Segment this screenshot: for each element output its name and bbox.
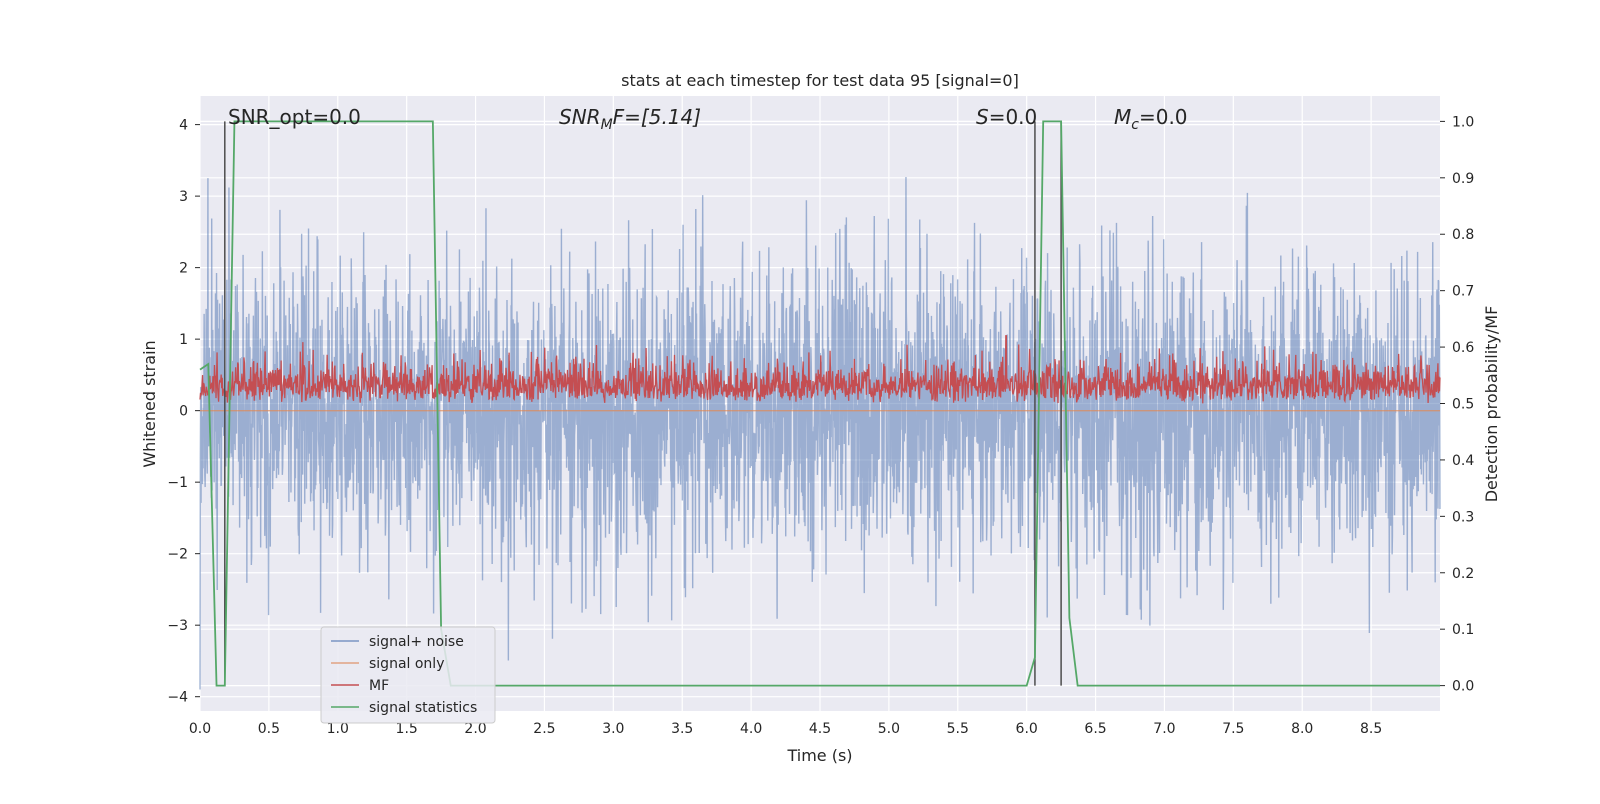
x-tick-label: 7.0 bbox=[1153, 721, 1175, 737]
axis-layer: 0.0 0.5 1.0 1.5 2.0 2.5 3.0 3.5 4.0 4.5 5.0 5.5 6.0 6… bbox=[167, 114, 1474, 737]
x-tick-label: 2.5 bbox=[533, 721, 555, 737]
annotation-mc-suffix: =0.0 bbox=[1139, 105, 1188, 129]
y-left-tick-label: 4 bbox=[179, 118, 188, 134]
annotation-s-prefix: S bbox=[976, 105, 989, 129]
y-left-tick-label: −1 bbox=[167, 475, 188, 491]
annotation-s: S=0.0 bbox=[976, 105, 1037, 129]
x-tick-label: 8.0 bbox=[1291, 721, 1313, 737]
x-tick-label: 2.0 bbox=[464, 721, 486, 737]
annotation-snr-mf-prefix: SNR bbox=[559, 105, 601, 129]
y-right-tick-label: 0.6 bbox=[1452, 340, 1474, 356]
annotation-snr-mf-suffix: F=[5.14] bbox=[613, 105, 701, 129]
y-left-tick-label: 1 bbox=[179, 332, 188, 348]
x-tick-label: 5.5 bbox=[947, 721, 969, 737]
legend-box bbox=[320, 626, 496, 724]
x-tick-label: 4.0 bbox=[740, 721, 762, 737]
x-tick-label: 0.0 bbox=[189, 721, 211, 737]
legend-label: signal only bbox=[369, 656, 444, 672]
y-left-tick-label: 3 bbox=[179, 189, 188, 205]
x-tick-label: 8.5 bbox=[1360, 721, 1382, 737]
x-tick-label: 7.5 bbox=[1222, 721, 1244, 737]
y-right-tick-label: 0.8 bbox=[1452, 227, 1474, 243]
y-axis-label-left: Whitened strain bbox=[140, 340, 159, 467]
y-right-tick-label: 1.0 bbox=[1452, 114, 1474, 130]
x-tick-label: 4.5 bbox=[809, 721, 831, 737]
x-tick-label: 0.5 bbox=[258, 721, 280, 737]
legend-label: signal statistics bbox=[369, 700, 477, 716]
y-right-tick-label: 0.9 bbox=[1452, 171, 1474, 187]
annotation-s-suffix: =0.0 bbox=[989, 105, 1038, 129]
y-right-tick-label: 0.4 bbox=[1452, 453, 1474, 469]
y-right-tick-label: 0.1 bbox=[1452, 622, 1474, 638]
x-tick-label: 3.0 bbox=[602, 721, 624, 737]
annotation-snr-mf-sub: M bbox=[601, 117, 613, 133]
annotation-mc-prefix: M bbox=[1114, 105, 1131, 129]
y-right-tick-label: 0.5 bbox=[1452, 397, 1474, 413]
legend: signal+ noise signal only MF signal statist… bbox=[320, 626, 496, 724]
annotation-snr-opt: SNR_opt=0.0 bbox=[228, 105, 361, 129]
y-right-tick-label: 0.0 bbox=[1452, 679, 1474, 695]
y-right-tick-label: 0.2 bbox=[1452, 566, 1474, 582]
x-tick-label: 6.0 bbox=[1016, 721, 1038, 737]
annotation-mc: Mc=0.0 bbox=[1114, 105, 1188, 133]
y-left-tick-label: 2 bbox=[179, 261, 188, 277]
legend-label: MF bbox=[369, 678, 389, 694]
x-tick-label: 1.5 bbox=[396, 721, 418, 737]
x-tick-label: 6.5 bbox=[1084, 721, 1106, 737]
annotation-snr-mf: SNRMF=[5.14] bbox=[559, 105, 701, 133]
series-mf-line bbox=[199, 335, 1441, 404]
x-tick-label: 3.5 bbox=[671, 721, 693, 737]
y-left-tick-label: −3 bbox=[167, 618, 188, 634]
legend-items: signal+ noise signal only MF signal statist… bbox=[331, 634, 477, 716]
y-axis-label-right: Detection probability/MF bbox=[1482, 306, 1501, 503]
legend-label: signal+ noise bbox=[369, 634, 464, 650]
x-tick-label: 1.0 bbox=[327, 721, 349, 737]
y-right-tick-label: 0.7 bbox=[1452, 284, 1474, 300]
y-left-tick-label: 0 bbox=[179, 404, 188, 420]
annotation-mc-sub: c bbox=[1131, 117, 1139, 133]
y-left-tick-label: −4 bbox=[167, 690, 188, 706]
y-right-tick-label: 0.3 bbox=[1452, 509, 1474, 525]
chart-title: stats at each timestep for test data 95 … bbox=[621, 71, 1019, 90]
y-left-tick-label: −2 bbox=[167, 547, 188, 563]
series-signal-noise-line bbox=[199, 177, 1441, 690]
x-tick-label: 5.0 bbox=[878, 721, 900, 737]
x-axis-label: Time (s) bbox=[786, 746, 852, 765]
